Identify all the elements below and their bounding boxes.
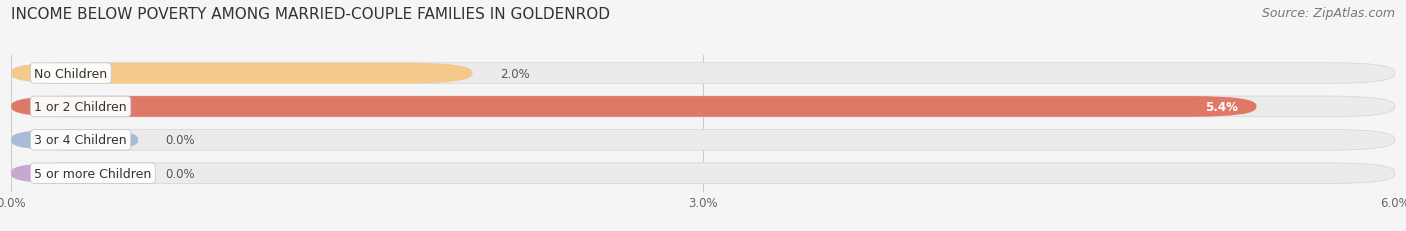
- FancyBboxPatch shape: [11, 97, 1395, 117]
- Text: 2.0%: 2.0%: [501, 67, 530, 80]
- FancyBboxPatch shape: [11, 163, 1395, 184]
- FancyBboxPatch shape: [11, 97, 1257, 117]
- Text: 5 or more Children: 5 or more Children: [34, 167, 152, 180]
- Text: No Children: No Children: [34, 67, 107, 80]
- FancyBboxPatch shape: [11, 130, 138, 151]
- Text: 0.0%: 0.0%: [166, 167, 195, 180]
- FancyBboxPatch shape: [11, 130, 1395, 151]
- FancyBboxPatch shape: [11, 64, 472, 84]
- Text: 3 or 4 Children: 3 or 4 Children: [34, 134, 127, 147]
- FancyBboxPatch shape: [11, 163, 138, 184]
- Text: 1 or 2 Children: 1 or 2 Children: [34, 100, 127, 113]
- Text: Source: ZipAtlas.com: Source: ZipAtlas.com: [1261, 7, 1395, 20]
- FancyBboxPatch shape: [11, 64, 1395, 84]
- Text: INCOME BELOW POVERTY AMONG MARRIED-COUPLE FAMILIES IN GOLDENROD: INCOME BELOW POVERTY AMONG MARRIED-COUPL…: [11, 7, 610, 22]
- Text: 5.4%: 5.4%: [1205, 100, 1237, 113]
- Text: 0.0%: 0.0%: [166, 134, 195, 147]
